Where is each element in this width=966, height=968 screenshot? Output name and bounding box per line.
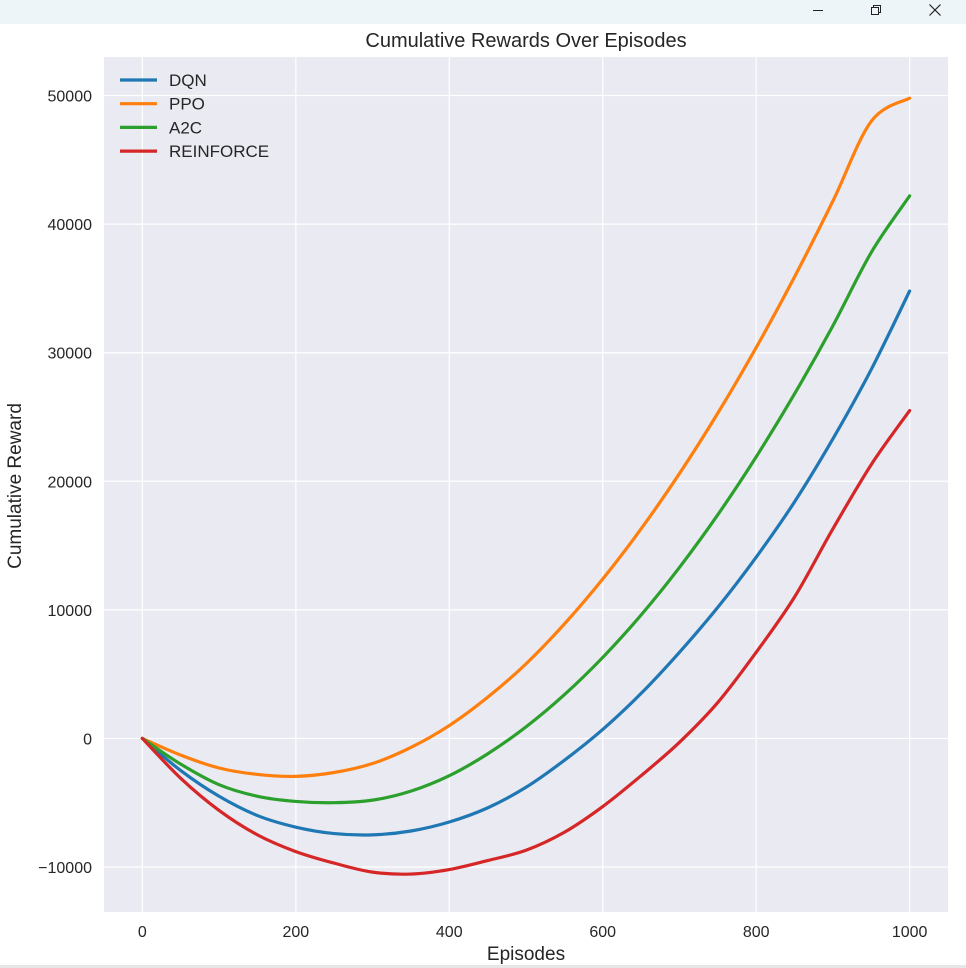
close-button[interactable] <box>912 0 958 20</box>
series-line-dqn <box>140 289 912 837</box>
plot-area <box>104 57 948 912</box>
x-tick-label: 600 <box>589 924 616 941</box>
x-tick-label: 0 <box>138 924 147 941</box>
y-tick-label: −10000 <box>38 860 92 877</box>
y-tick-label: 40000 <box>48 217 93 234</box>
legend-label-a2c: A2C <box>169 118 202 137</box>
x-axis: 0 200 400 600 800 1000 <box>138 924 928 941</box>
window-bottom-edge <box>0 965 966 968</box>
legend-label-ppo: PPO <box>169 95 205 114</box>
close-icon <box>929 4 941 16</box>
series-line-ppo <box>140 96 912 779</box>
y-axis: −10000 0 10000 20000 30000 40000 50000 <box>38 89 92 877</box>
y-tick-label: 10000 <box>48 603 93 620</box>
restore-button[interactable] <box>853 0 899 20</box>
chart-title: Cumulative Rewards Over Episodes <box>365 30 686 52</box>
y-tick-label: 0 <box>83 731 92 748</box>
series-line-a2c <box>140 194 912 805</box>
legend-label-dqn: DQN <box>169 71 207 90</box>
x-tick-label: 200 <box>282 924 309 941</box>
y-tick-label: 20000 <box>48 474 93 491</box>
y-tick-label: 30000 <box>48 346 93 363</box>
window-titlebar <box>0 0 966 24</box>
minimize-icon <box>813 10 823 11</box>
minimize-button[interactable] <box>795 0 841 20</box>
x-tick-label: 1000 <box>892 924 928 941</box>
y-tick-label: 50000 <box>48 89 93 106</box>
line-chart: 0 200 400 600 800 1000 −10000 0 10000 20000 30000… <box>5 30 948 964</box>
y-axis-label: Cumulative Reward <box>5 403 26 569</box>
legend: DQN PPO A2C REINFORCE <box>120 71 269 161</box>
legend-label-reinforce: REINFORCE <box>169 142 269 161</box>
x-tick-label: 800 <box>743 924 770 941</box>
series-line-reinforce <box>140 408 912 876</box>
restore-icon <box>871 5 881 15</box>
x-axis-label: Episodes <box>487 944 565 964</box>
series-lines <box>140 96 912 876</box>
x-tick-label: 400 <box>436 924 463 941</box>
